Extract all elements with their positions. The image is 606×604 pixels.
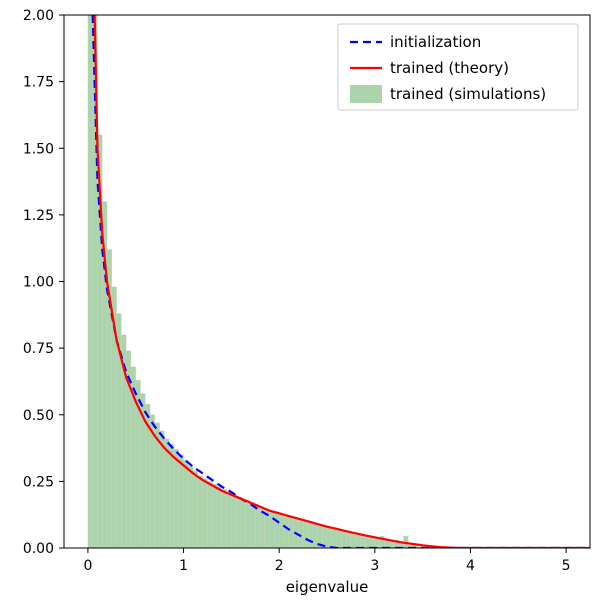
y-tick-label: 2.00 bbox=[23, 8, 54, 24]
y-tick-label: 1.25 bbox=[23, 208, 54, 224]
y-tick-label: 0.75 bbox=[23, 341, 54, 357]
x-tick-label: 3 bbox=[370, 558, 379, 574]
eigenvalue-density-chart: 0 1 2 3 4 5 0.00 0.25 0.50 0.75 1.00 1.25 1.50 1.75 2.… bbox=[0, 0, 606, 604]
chart-svg: 0 1 2 3 4 5 0.00 0.25 0.50 0.75 1.00 1.25 1.50 1.75 2.… bbox=[0, 0, 606, 604]
y-tick-label: 1.75 bbox=[23, 75, 54, 91]
y-tick-label: 0.25 bbox=[23, 474, 54, 490]
legend-label: initialization bbox=[390, 33, 481, 51]
legend-swatch-patch bbox=[350, 85, 382, 103]
x-tick-label: 0 bbox=[83, 558, 92, 574]
legend-label: trained (simulations) bbox=[390, 85, 546, 103]
x-tick-label: 1 bbox=[179, 558, 188, 574]
y-tick-label: 0.00 bbox=[23, 541, 54, 557]
legend-label: trained (theory) bbox=[390, 59, 509, 77]
y-tick-label: 1.50 bbox=[23, 141, 54, 157]
x-tick-label: 4 bbox=[466, 558, 475, 574]
y-tick-label: 0.50 bbox=[23, 408, 54, 424]
x-tick-label: 5 bbox=[562, 558, 571, 574]
x-tick-label: 2 bbox=[275, 558, 284, 574]
legend: initialization trained (theory) trained (s… bbox=[338, 24, 578, 110]
y-tick-label: 1.00 bbox=[23, 275, 54, 291]
x-axis-label: eigenvalue bbox=[286, 578, 369, 596]
